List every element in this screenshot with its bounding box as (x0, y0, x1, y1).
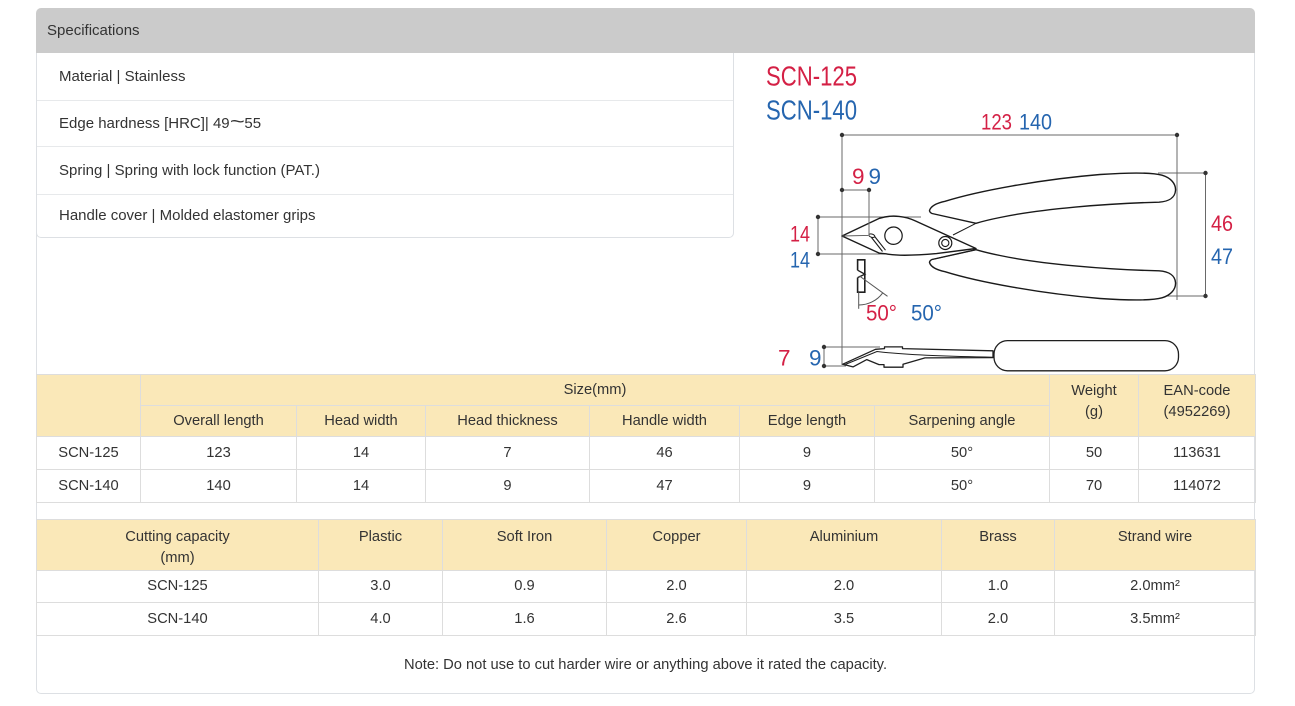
svg-text:47: 47 (1211, 244, 1233, 269)
svg-text:9: 9 (852, 164, 865, 189)
svg-text:140: 140 (1019, 110, 1052, 135)
svg-text:123: 123 (981, 110, 1012, 135)
svg-text:46: 46 (1211, 211, 1233, 236)
svg-text:50°: 50° (911, 301, 942, 326)
svg-text:9: 9 (869, 164, 882, 189)
svg-text:SCN-125: SCN-125 (766, 61, 857, 92)
svg-text:50°: 50° (866, 301, 897, 326)
svg-text:14: 14 (790, 248, 810, 273)
svg-text:SCN-140: SCN-140 (766, 95, 857, 126)
svg-text:14: 14 (790, 222, 810, 247)
svg-text:9: 9 (809, 346, 822, 371)
svg-text:7: 7 (778, 346, 791, 371)
